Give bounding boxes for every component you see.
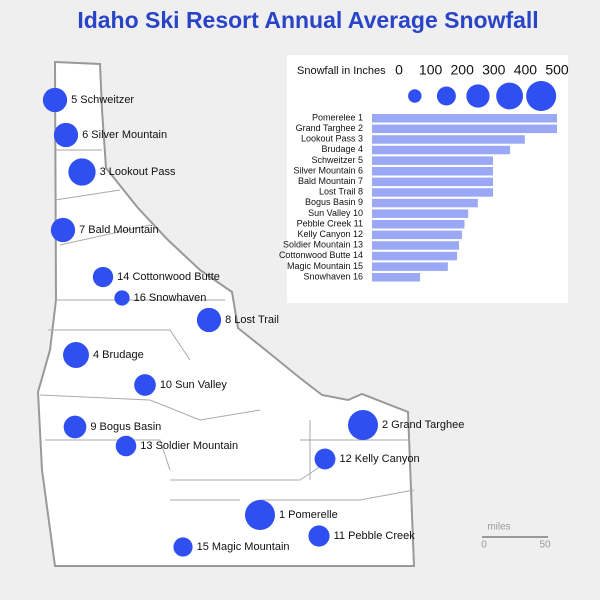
bar-label: Kelly Canyon 12 bbox=[297, 229, 363, 239]
resort-marker bbox=[50, 217, 76, 243]
bar bbox=[372, 262, 448, 271]
size-legend-title: Snowfall in Inches bbox=[297, 65, 386, 77]
resort-marker bbox=[42, 87, 68, 113]
resort-label: 7 Bald Mountain bbox=[79, 224, 159, 236]
bar-label: Lookout Pass 3 bbox=[301, 134, 363, 144]
size-tick-label: 0 bbox=[395, 62, 403, 78]
size-legend-circle bbox=[466, 84, 490, 108]
bar-label: Pebble Creek 11 bbox=[297, 218, 363, 228]
resort-marker bbox=[92, 266, 114, 288]
resort-marker bbox=[308, 525, 330, 547]
bar-label: Pomerelee 1 bbox=[312, 112, 363, 122]
size-legend-circle bbox=[526, 81, 557, 111]
resort-label: 12 Kelly Canyon bbox=[339, 453, 419, 465]
resort-label: 8 Lost Trail bbox=[225, 314, 279, 326]
resort-marker bbox=[314, 448, 336, 470]
bar-label: Bald Mountain 7 bbox=[298, 176, 363, 186]
size-tick-label: 500 bbox=[545, 62, 569, 78]
resort-label: 14 Cottonwood Butte bbox=[117, 271, 220, 283]
scale-end: 50 bbox=[539, 540, 551, 551]
bar bbox=[372, 273, 421, 282]
bar-label: Grand Targhee 2 bbox=[296, 123, 363, 133]
size-tick-label: 300 bbox=[482, 62, 506, 78]
resort-marker bbox=[115, 435, 137, 457]
bar bbox=[372, 188, 493, 197]
size-legend-circle bbox=[436, 86, 456, 106]
bar bbox=[372, 230, 462, 240]
resort-label: 15 Magic Mountain bbox=[197, 541, 290, 553]
resort-label: 4 Brudage bbox=[93, 349, 144, 361]
bar bbox=[372, 241, 459, 250]
bar-label: Brudage 4 bbox=[321, 144, 363, 154]
resort-label: 3 Lookout Pass bbox=[100, 166, 176, 178]
resort-label: 5 Schweitzer bbox=[71, 94, 134, 106]
resort-label: 2 Grand Targhee bbox=[382, 419, 464, 431]
resort-marker bbox=[245, 500, 275, 530]
size-legend-circle bbox=[496, 82, 524, 110]
resort-marker bbox=[196, 307, 222, 333]
resort-label: 10 Sun Valley bbox=[160, 379, 228, 391]
bar bbox=[372, 145, 511, 155]
bar bbox=[372, 177, 493, 187]
resort-marker bbox=[63, 415, 87, 439]
bar-label: Bogus Basin 9 bbox=[305, 197, 363, 207]
scale-unit: miles bbox=[487, 522, 510, 533]
bar bbox=[372, 209, 469, 218]
bar bbox=[372, 251, 458, 261]
bar bbox=[372, 220, 465, 229]
bar bbox=[372, 198, 478, 208]
bar bbox=[372, 156, 493, 165]
resort-marker bbox=[134, 374, 156, 396]
bar-label: Sun Valley 10 bbox=[308, 208, 363, 218]
resort-marker bbox=[173, 537, 193, 557]
county-lines bbox=[39, 149, 415, 501]
bar bbox=[372, 124, 557, 134]
scale-start: 0 bbox=[481, 540, 487, 551]
resort-label: 9 Bogus Basin bbox=[90, 421, 161, 433]
resort-label: 16 Snowhaven bbox=[134, 292, 207, 304]
title: Idaho Ski Resort Annual Average Snowfall bbox=[77, 7, 538, 33]
bar bbox=[372, 114, 557, 123]
bar-label: Lost Trail 8 bbox=[319, 187, 363, 197]
size-tick-label: 200 bbox=[451, 62, 475, 78]
resort-label: 13 Soldier Mountain bbox=[140, 440, 238, 452]
bar-label: Silver Mountain 6 bbox=[293, 165, 363, 175]
resort-label: 1 Pomerelle bbox=[279, 509, 338, 521]
resort-marker bbox=[63, 342, 89, 368]
resort-marker bbox=[114, 290, 130, 306]
resort-label: 11 Pebble Creek bbox=[334, 530, 416, 542]
bar-label: Soldier Mountain 13 bbox=[283, 240, 363, 250]
bar bbox=[372, 167, 493, 176]
bar-label: Magic Mountain 15 bbox=[287, 261, 363, 271]
size-legend-circle bbox=[408, 89, 422, 103]
bar-label: Schweitzer 5 bbox=[311, 155, 363, 165]
resort-marker bbox=[348, 410, 378, 440]
bar-label: Cottonwood Butte 14 bbox=[279, 250, 363, 260]
bar bbox=[372, 135, 525, 144]
size-tick-label: 400 bbox=[514, 62, 538, 78]
resort-label: 6 Silver Mountain bbox=[82, 129, 167, 141]
size-tick-label: 100 bbox=[419, 62, 443, 78]
resort-marker bbox=[68, 158, 96, 186]
resort-marker bbox=[53, 122, 79, 148]
scale-bar: miles 0 50 bbox=[481, 522, 551, 551]
bar-label: Snowhaven 16 bbox=[303, 271, 363, 281]
